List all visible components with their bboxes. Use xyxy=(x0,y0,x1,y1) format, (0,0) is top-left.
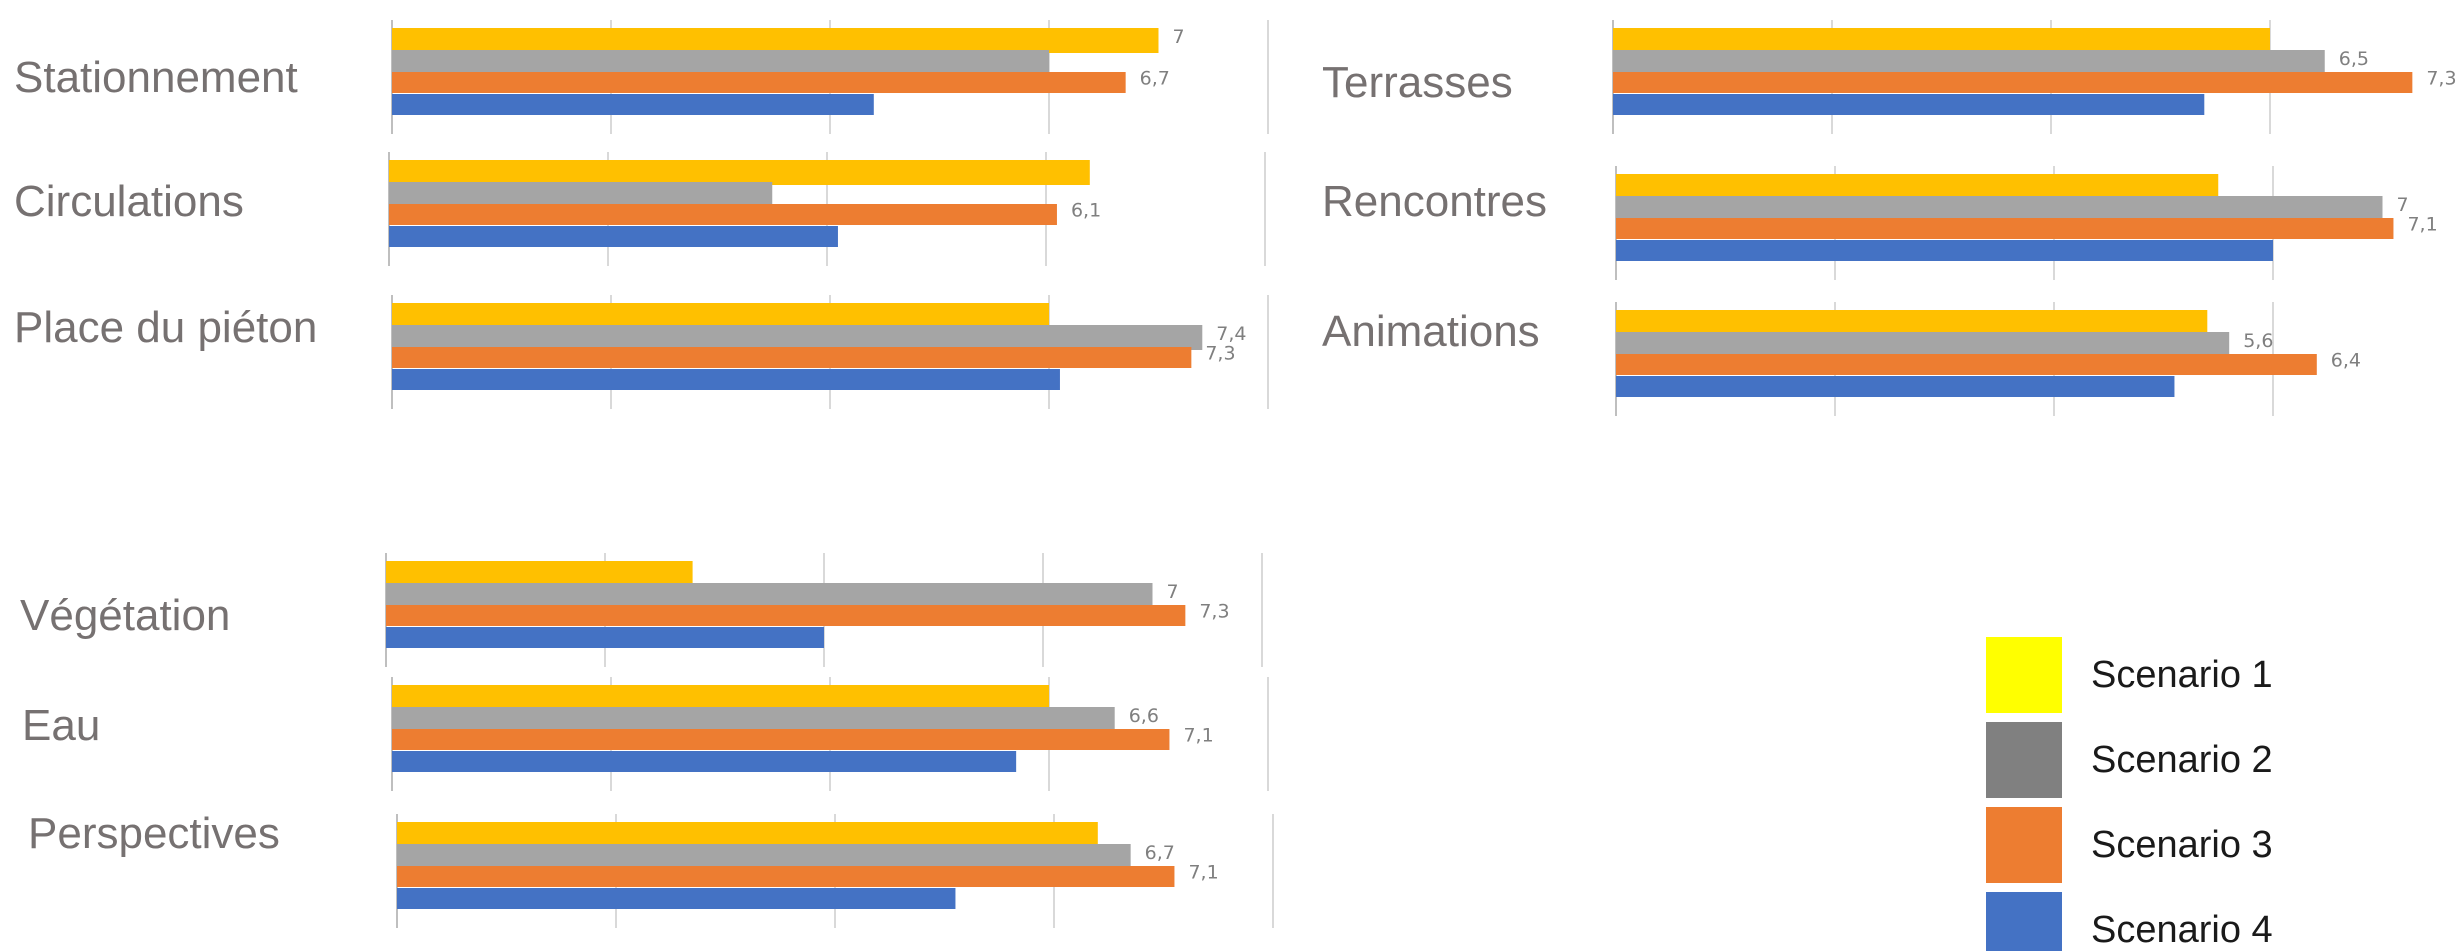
bar-scenario-4 xyxy=(392,94,874,115)
bar-scenario-2 xyxy=(386,583,1153,608)
bar-scenario-3 xyxy=(1616,218,2394,239)
bar-scenario-4 xyxy=(1616,240,2273,261)
bar-scenario-1 xyxy=(392,303,1049,328)
legend-label: Scenario 1 xyxy=(2091,654,2273,696)
bar-scenario-2 xyxy=(397,844,1131,869)
legend-swatch-scenario-1 xyxy=(1986,637,2062,713)
data-label: 7,3 xyxy=(1205,343,1235,365)
charts-layer: 76,7Stationnement6,1Circulations7,47,3Pl… xyxy=(14,20,2457,928)
data-label: 7,3 xyxy=(1199,601,1229,623)
data-label: 6,1 xyxy=(1071,200,1101,222)
category-label: Circulations xyxy=(14,177,244,226)
legend-swatch-scenario-3 xyxy=(1986,807,2062,883)
category-label: Terrasses xyxy=(1322,58,1513,107)
data-label: 6,6 xyxy=(1129,705,1159,727)
data-label: 6,5 xyxy=(2339,48,2369,70)
bar-scenario-2 xyxy=(392,325,1203,350)
legend-label: Scenario 3 xyxy=(2091,824,2273,866)
data-label: 7 xyxy=(2397,194,2409,216)
data-label: 7,1 xyxy=(1188,862,1218,884)
bar-scenario-3 xyxy=(1616,354,2317,375)
bar-scenario-1 xyxy=(1616,310,2208,335)
bar-scenario-4 xyxy=(1613,94,2205,115)
bar-scenario-2 xyxy=(392,50,1049,75)
bar-scenario-1 xyxy=(1613,28,2270,53)
bar-scenario-4 xyxy=(386,627,824,648)
bar-scenario-2 xyxy=(392,707,1115,732)
legend: Scenario 1 Scenario 2 Scenario 3 Scenario 4 xyxy=(1986,637,2273,951)
bar-scenario-1 xyxy=(386,561,693,586)
category-label: Eau xyxy=(22,701,100,750)
legend-label: Scenario 2 xyxy=(2091,739,2273,781)
data-label: 7,4 xyxy=(1216,323,1246,345)
chart-circulations: 6,1 Circulations xyxy=(14,152,1266,266)
bar-scenario-1 xyxy=(397,822,1098,847)
bar-scenario-3 xyxy=(1613,72,2413,93)
chart-eau: 6,6 7,1 Eau xyxy=(22,677,1269,791)
data-label: 7 xyxy=(1173,26,1185,48)
bar-scenario-2 xyxy=(389,182,773,207)
legend-swatch-scenario-2 xyxy=(1986,722,2062,798)
bar-scenario-3 xyxy=(386,605,1186,626)
legend-swatch-scenario-4 xyxy=(1986,892,2062,951)
bar-scenario-3 xyxy=(392,72,1126,93)
category-label: Rencontres xyxy=(1322,177,1547,226)
bar-scenario-1 xyxy=(389,160,1090,185)
legend-label: Scenario 4 xyxy=(2091,909,2273,951)
chart-rencontres: 77,1 Rencontres xyxy=(1322,166,2438,280)
category-label: Animations xyxy=(1322,307,1540,356)
bar-scenario-3 xyxy=(397,866,1175,887)
category-label: Végétation xyxy=(20,591,230,640)
category-label: Stationnement xyxy=(14,53,298,102)
chart-terrasses: 6,5 7,3 Terrasses xyxy=(1322,20,2457,134)
bar-scenario-4 xyxy=(397,888,956,909)
data-label: 6,7 xyxy=(1145,842,1175,864)
data-label: 6,7 xyxy=(1140,68,1170,90)
bar-scenario-4 xyxy=(389,226,838,247)
bar-scenario-4 xyxy=(1616,376,2175,397)
chart-perspectives: 6,7 7,1 Perspectives xyxy=(28,809,1274,928)
data-label: 5,6 xyxy=(2243,330,2273,352)
data-label: 7 xyxy=(1167,581,1179,603)
bar-scenario-2 xyxy=(1613,50,2325,75)
chart-stationnement: 76,7 Stationnement xyxy=(14,20,1269,134)
bar-scenario-1 xyxy=(392,685,1049,710)
bar-scenario-3 xyxy=(389,204,1057,225)
chart-place-du-pieton: 7,47,3 Place du piéton xyxy=(14,295,1269,409)
data-label: 7,3 xyxy=(2426,68,2456,90)
data-label: 6,4 xyxy=(2331,350,2361,372)
bar-scenario-2 xyxy=(1616,196,2383,221)
bar-scenario-3 xyxy=(392,729,1170,750)
chart-vegetation: 7 7,3 Végétation xyxy=(20,553,1263,667)
data-label: 7,1 xyxy=(2407,214,2437,236)
bar-scenario-1 xyxy=(1616,174,2219,199)
bar-scenario-4 xyxy=(392,751,1017,772)
bar-scenario-3 xyxy=(392,347,1192,368)
chart-animations: 5,6 6,4 Animations xyxy=(1322,302,2361,416)
data-label: 7,1 xyxy=(1183,725,1213,747)
category-label: Place du piéton xyxy=(14,303,317,352)
bar-scenario-4 xyxy=(392,369,1060,390)
category-label: Perspectives xyxy=(28,809,280,858)
bar-scenario-1 xyxy=(392,28,1159,53)
bar-scenario-2 xyxy=(1616,332,2230,357)
